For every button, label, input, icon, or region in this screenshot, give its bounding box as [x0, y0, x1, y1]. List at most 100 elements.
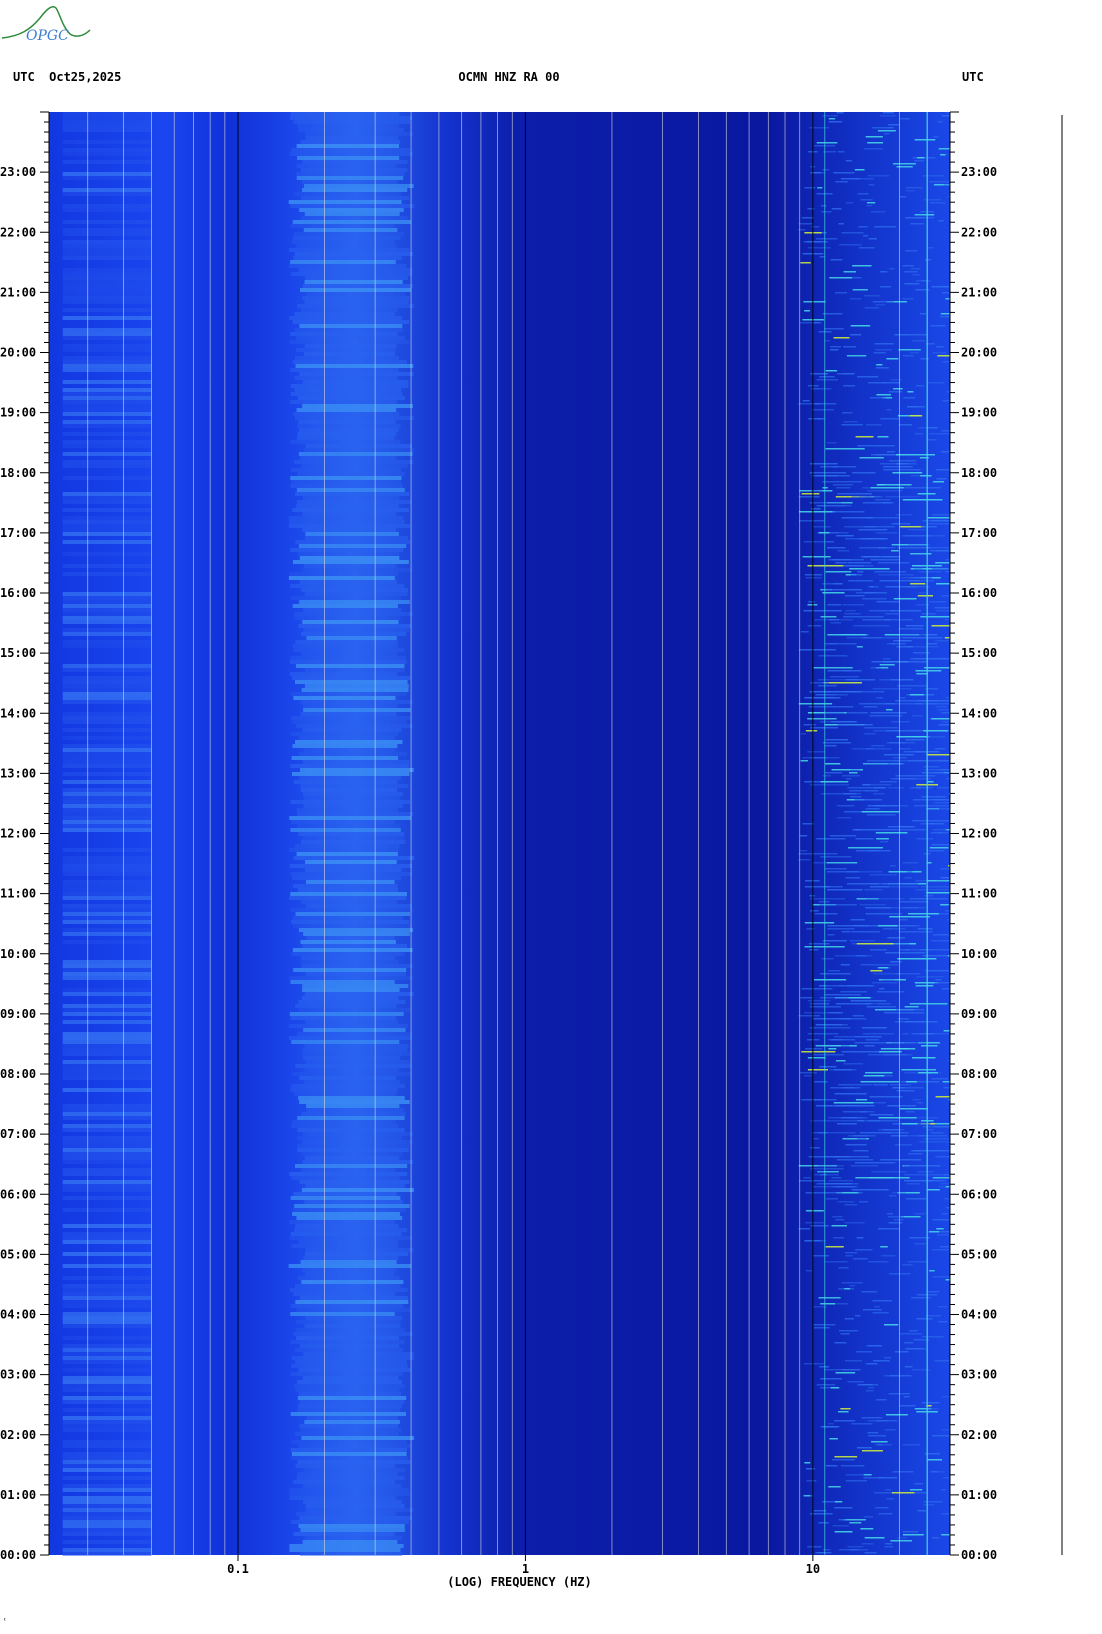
- spectrogram-cell: [290, 272, 413, 276]
- noise-streak: [865, 1363, 877, 1365]
- noise-streak: [914, 1243, 927, 1245]
- noise-streak: [809, 895, 815, 897]
- noise-streak: [939, 316, 950, 318]
- noise-streak: [931, 1078, 949, 1080]
- noise-streak: [880, 286, 892, 288]
- noise-streak: [908, 406, 919, 408]
- noise-streak: [866, 205, 872, 207]
- noise-streak: [902, 265, 914, 267]
- spectrogram-cell: [62, 1036, 152, 1040]
- spectrogram-cell: [62, 1336, 152, 1340]
- spectrogram-cell: [62, 176, 152, 180]
- spectrogram-cell: [62, 1508, 152, 1512]
- spectrogram-cell: [302, 1540, 398, 1544]
- noise-streak: [889, 883, 919, 885]
- noise-streak: [869, 715, 903, 717]
- noise-streak: [920, 358, 930, 360]
- noise-streak: [824, 1369, 845, 1371]
- noise-streak: [930, 832, 943, 834]
- spectrogram-cell: [62, 892, 152, 896]
- noise-streak: [945, 112, 950, 114]
- spectrogram-cell: [293, 120, 411, 124]
- noise-streak: [902, 1534, 924, 1536]
- spectrogram-cell: [303, 228, 398, 232]
- spectrogram-cell: [306, 1416, 398, 1420]
- noise-streak: [822, 313, 843, 315]
- spectrogram-cell: [62, 532, 152, 536]
- noise-streak: [798, 1165, 837, 1167]
- noise-streak: [816, 712, 844, 714]
- spectrogram-cell: [62, 1344, 152, 1348]
- noise-streak: [923, 1123, 950, 1125]
- spectrogram-cell: [62, 1320, 152, 1324]
- noise-streak: [828, 1423, 834, 1425]
- noise-streak: [894, 778, 932, 780]
- spectrogram-cell: [297, 1276, 400, 1280]
- spectrogram-cell: [300, 840, 406, 844]
- noise-streak: [926, 1315, 941, 1317]
- spectrogram-cell: [290, 1196, 401, 1200]
- spectrogram-cell: [296, 852, 398, 856]
- spectrogram-cell: [291, 480, 401, 484]
- noise-streak: [856, 178, 874, 180]
- noise-streak: [905, 1111, 915, 1113]
- spectrogram-cell: [62, 1552, 152, 1556]
- noise-streak: [822, 940, 847, 942]
- spectrogram-cell: [297, 432, 397, 436]
- spectrogram-cell: [62, 172, 152, 176]
- noise-streak: [938, 1186, 950, 1188]
- spectrogram-cell: [295, 1328, 405, 1332]
- spectrogram-cell: [297, 1396, 407, 1400]
- noise-streak: [890, 679, 914, 681]
- noise-streak: [917, 928, 933, 930]
- noise-streak: [862, 235, 869, 237]
- noise-streak: [913, 568, 923, 570]
- noise-streak: [863, 727, 899, 729]
- spectrogram-cell: [62, 1352, 152, 1356]
- noise-streak: [926, 1405, 932, 1407]
- noise-streak: [861, 1543, 874, 1545]
- noise-streak: [885, 1489, 892, 1491]
- spectrogram-cell: [302, 296, 411, 300]
- noise-streak: [940, 904, 950, 906]
- noise-streak: [905, 586, 930, 588]
- noise-streak: [933, 880, 950, 882]
- noise-streak: [885, 730, 925, 732]
- noise-streak: [946, 778, 950, 780]
- spectrogram-cell: [300, 1260, 397, 1264]
- spectrogram-cell: [296, 164, 397, 168]
- spectrogram-cell: [290, 1088, 398, 1092]
- spectrogram-cell: [296, 1216, 403, 1220]
- noise-streak: [864, 733, 876, 735]
- noise-streak: [809, 502, 842, 504]
- spectrogram-cell: [289, 1220, 396, 1224]
- noise-streak: [896, 463, 905, 465]
- spectrogram-cell: [302, 1132, 414, 1136]
- spectrogram-cell: [62, 692, 152, 696]
- noise-streak: [919, 313, 926, 315]
- noise-streak: [867, 850, 877, 852]
- spectrogram-cell: [62, 1136, 152, 1140]
- noise-streak: [855, 1465, 865, 1467]
- spectrogram-cell: [62, 680, 152, 684]
- spectrogram-cell: [62, 908, 152, 912]
- noise-streak: [812, 1018, 851, 1020]
- spectrogram-cell: [290, 1232, 402, 1236]
- noise-streak: [810, 1147, 820, 1149]
- spectrogram-cell: [62, 1420, 152, 1424]
- noise-streak: [932, 568, 950, 570]
- spectrogram-cell: [62, 288, 152, 292]
- noise-streak: [822, 115, 838, 117]
- noise-streak: [871, 982, 898, 984]
- noise-streak: [928, 850, 945, 852]
- spectrogram-cell: [62, 828, 152, 832]
- spectrogram-cell: [62, 528, 152, 532]
- noise-streak: [903, 637, 943, 639]
- spectrogram-cell: [301, 588, 409, 592]
- noise-streak: [911, 1369, 930, 1371]
- spectrogram-cell: [291, 772, 410, 776]
- spectrogram-cell: [293, 1532, 395, 1536]
- spectrogram-cell: [289, 1012, 404, 1016]
- noise-streak: [855, 829, 897, 831]
